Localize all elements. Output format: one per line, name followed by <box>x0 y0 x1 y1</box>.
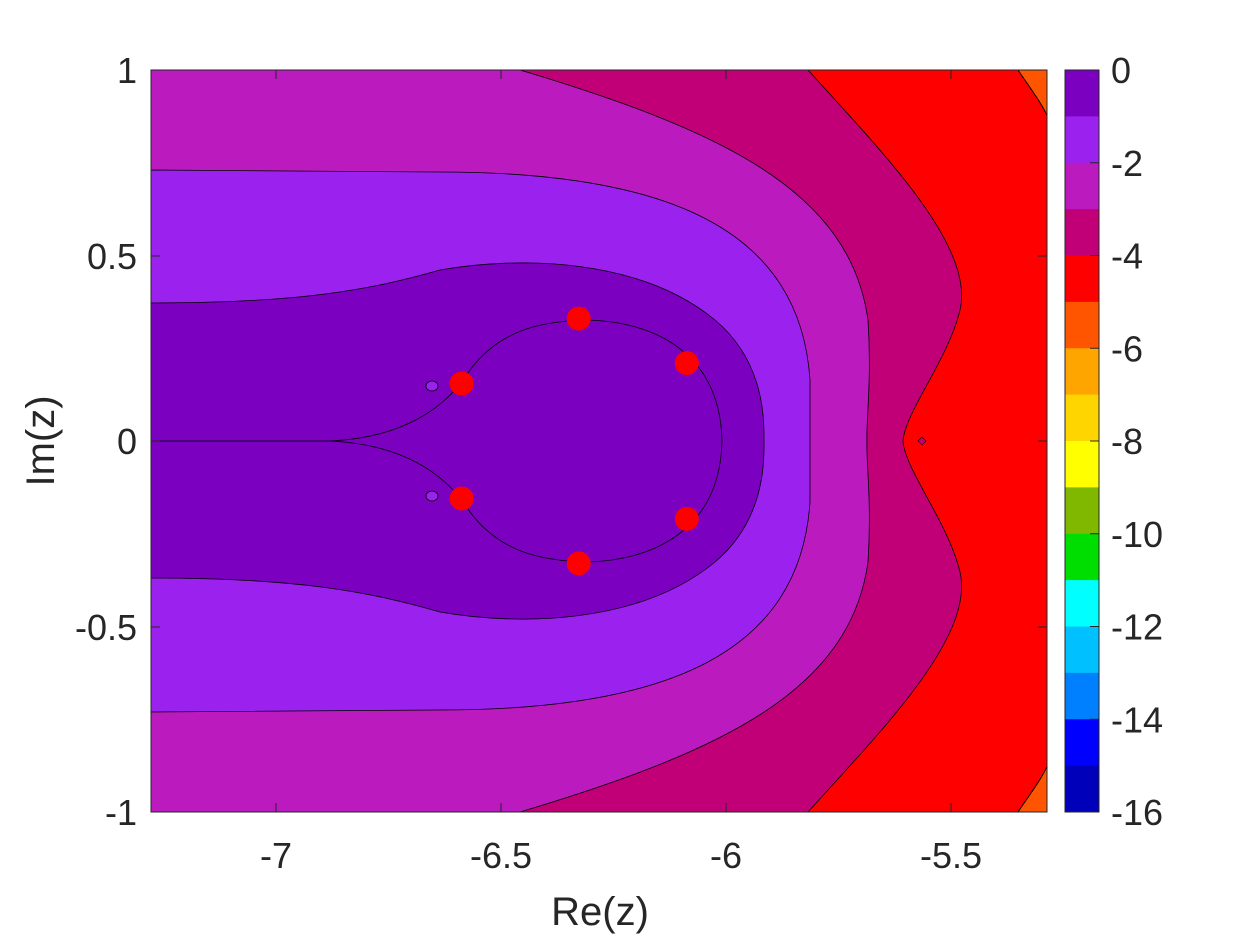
colorbar-band <box>1065 719 1099 767</box>
y-axis <box>151 69 1047 813</box>
colorbar-tick-label: -16 <box>1111 792 1163 833</box>
colorbar-tick-label: -10 <box>1111 514 1163 555</box>
colorbar-band <box>1065 209 1099 256</box>
y-tick-label: 0 <box>117 421 137 462</box>
contour-island-lower <box>425 490 439 502</box>
x-tick-label: -6 <box>710 835 742 876</box>
colorbar-band <box>1065 533 1099 581</box>
pole-point <box>449 371 474 396</box>
colorbar-band <box>1065 765 1099 813</box>
colorbar-band <box>1065 116 1099 164</box>
contour-corner-bottom <box>1017 765 1047 812</box>
pole-point <box>566 551 591 576</box>
y-tick-label: -0.5 <box>75 607 137 648</box>
colorbar <box>1065 70 1099 813</box>
colorbar-band <box>1065 441 1099 488</box>
colorbar-tick-label: -8 <box>1111 421 1143 462</box>
x-axis <box>275 70 952 812</box>
contour-band-indigo <box>151 262 765 620</box>
x-tick-label: -5.5 <box>920 835 982 876</box>
colorbar-band <box>1065 394 1099 442</box>
colorbar-band <box>1065 301 1099 349</box>
colorbar-tick-label: -12 <box>1111 607 1163 648</box>
pole-points <box>449 306 699 576</box>
colorbar-band <box>1065 348 1099 396</box>
colorbar-tick-label: -6 <box>1111 328 1143 369</box>
colorbar-tick-label: -2 <box>1111 143 1143 184</box>
colorbar-band <box>1065 70 1099 117</box>
x-tick-label: -6.5 <box>470 835 532 876</box>
x-axis-label: Re(z) <box>551 890 649 934</box>
y-axis-label: Im(z) <box>19 395 63 486</box>
pole-point <box>674 351 699 376</box>
contour-line-inner <box>151 319 723 563</box>
colorbar-band <box>1065 255 1099 303</box>
x-tick-label: -7 <box>260 835 292 876</box>
y-tick-label: -1 <box>105 792 137 833</box>
colorbar-tick-label: 0 <box>1111 50 1131 91</box>
pole-point <box>674 506 699 531</box>
contour-island-upper <box>425 380 439 392</box>
colorbar-band <box>1065 580 1099 627</box>
contour-field <box>151 70 1047 812</box>
colorbar-band <box>1065 672 1099 720</box>
colorbar-band <box>1065 487 1099 535</box>
pole-point <box>449 486 474 511</box>
colorbar-ticks: 0 -2 -4 -6 -8 -10 -12 -14 -16 <box>1090 50 1163 833</box>
colorbar-tick-label: -14 <box>1111 699 1163 740</box>
y-tick-label: 0.5 <box>87 236 137 277</box>
colorbar-band <box>1065 162 1099 210</box>
contour-corner-top <box>1017 70 1047 117</box>
colorbar-band <box>1065 626 1099 674</box>
contour-pinch-red <box>917 436 927 446</box>
pole-point <box>566 306 591 331</box>
y-tick-label: 1 <box>117 50 137 91</box>
colorbar-tick-label: -4 <box>1111 236 1143 277</box>
